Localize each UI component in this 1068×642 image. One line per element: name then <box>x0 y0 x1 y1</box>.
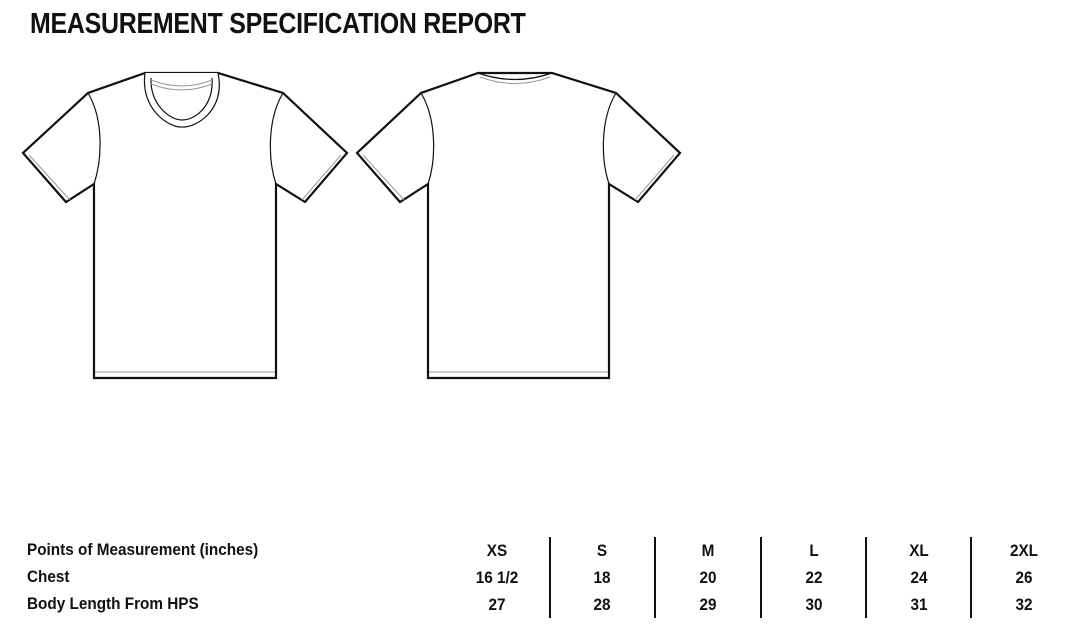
table-cell: 32 <box>1015 595 1033 614</box>
row-label-body-length: Body Length From HPS <box>27 594 199 613</box>
column-divider <box>549 537 551 618</box>
column-divider <box>760 537 762 618</box>
size-header-xl: XL <box>909 541 929 560</box>
table-cell: 31 <box>910 595 928 614</box>
column-divider <box>865 537 867 618</box>
t-shirt-front-illustration <box>21 71 349 380</box>
table-header-label: Points of Measurement (inches) <box>27 540 259 559</box>
table-cell: 30 <box>805 595 823 614</box>
size-header-l: L <box>809 541 819 560</box>
table-cell: 18 <box>593 568 611 587</box>
size-header-2xl: 2XL <box>1009 541 1039 560</box>
column-divider <box>654 537 656 618</box>
table-cell: 22 <box>805 568 823 587</box>
t-shirt-back-illustration <box>355 71 682 380</box>
table-cell: 28 <box>593 595 611 614</box>
page-title: MEASUREMENT SPECIFICATION REPORT <box>30 8 526 40</box>
table-cell: 16 1/2 <box>475 568 519 587</box>
table-cell: 26 <box>1015 568 1033 587</box>
column-divider <box>970 537 972 618</box>
table-cell: 27 <box>488 595 506 614</box>
size-header-xs: XS <box>486 541 508 560</box>
table-cell: 24 <box>910 568 928 587</box>
table-cell: 20 <box>699 568 717 587</box>
size-header-s: S <box>596 541 608 560</box>
size-header-m: M <box>701 541 715 560</box>
table-cell: 29 <box>699 595 717 614</box>
row-label-chest: Chest <box>27 567 70 586</box>
garment-illustrations <box>21 71 682 380</box>
